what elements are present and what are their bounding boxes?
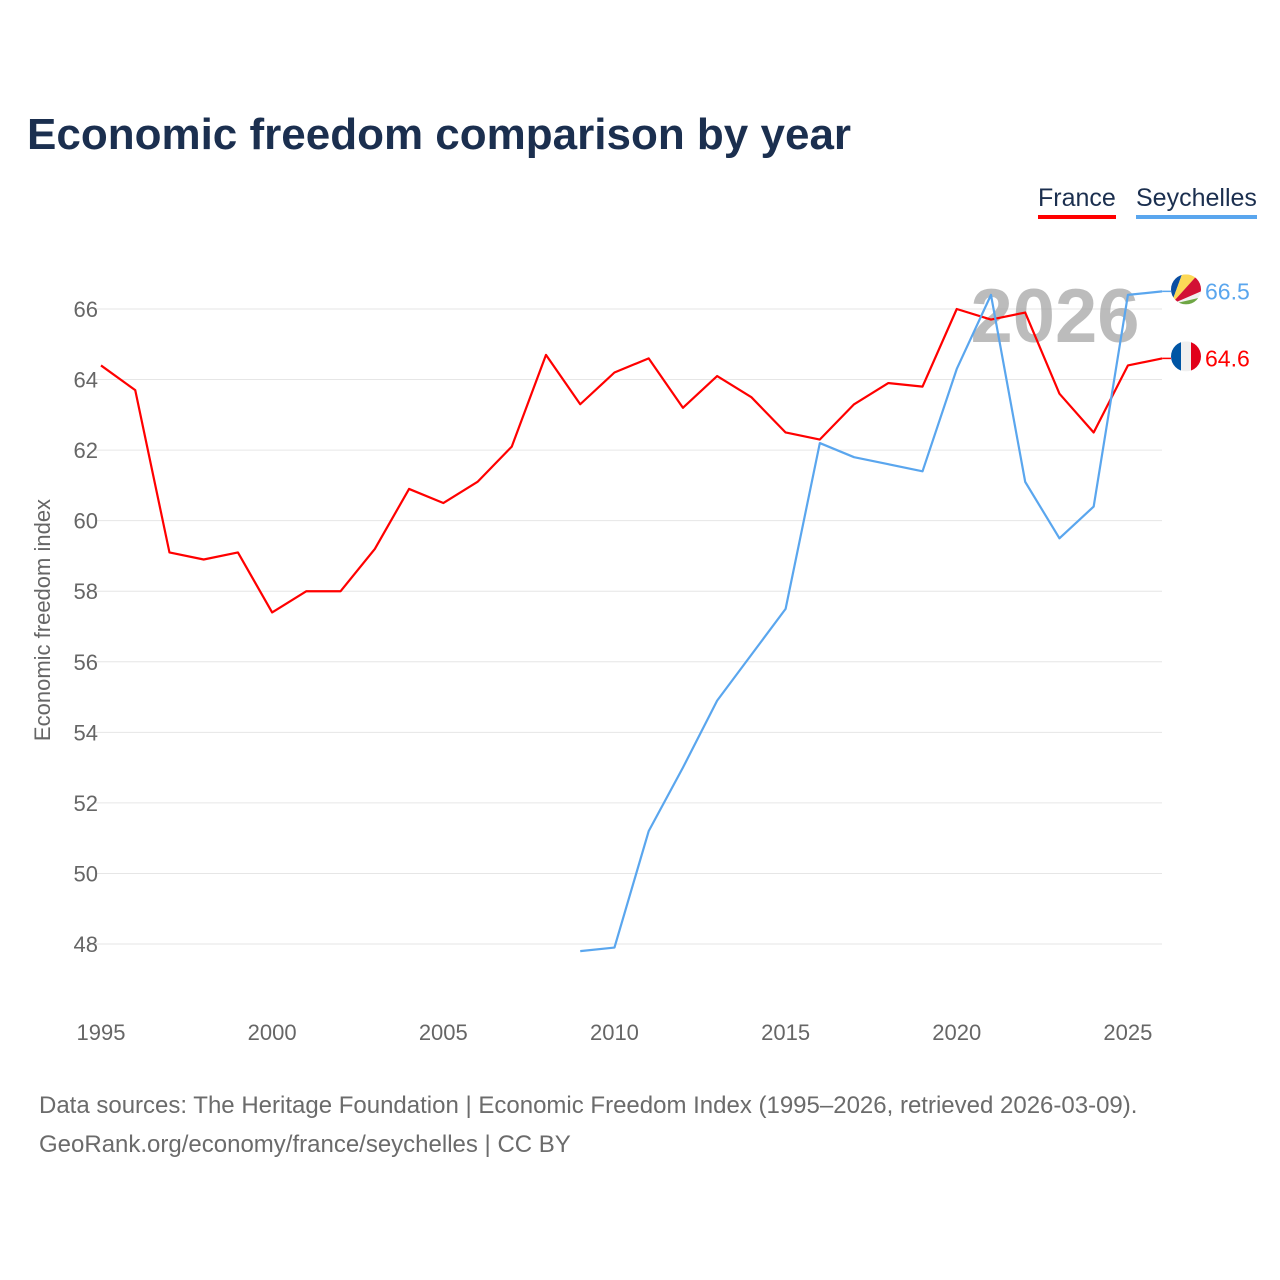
y-tick-label: 50: [74, 861, 98, 886]
y-tick-label: 56: [74, 650, 98, 675]
y-axis-label: Economic freedom index: [30, 499, 55, 741]
flag-stripe: [1181, 341, 1191, 372]
source-line-2: GeoRank.org/economy/france/seychelles | …: [39, 1131, 571, 1158]
x-tick-label: 2025: [1103, 1020, 1152, 1045]
chart-title: Economic freedom comparison by year: [27, 110, 852, 159]
source-line-1: Data sources: The Heritage Foundation | …: [39, 1092, 1138, 1119]
x-tick-label: 2010: [590, 1020, 639, 1045]
source-note: Data sources: The Heritage Foundation | …: [39, 1086, 1137, 1164]
legend-item-france[interactable]: France: [1038, 184, 1116, 219]
flag-body: [1171, 274, 1201, 305]
y-tick-label: 54: [74, 720, 98, 745]
flag-stripe: [1171, 274, 1201, 305]
flag-france-icon: [1171, 341, 1201, 372]
y-tick-label: 60: [74, 509, 98, 534]
y-tick-label: 66: [74, 297, 98, 322]
series-line-seychelles: [580, 290, 1163, 953]
flag-body: [1171, 341, 1201, 372]
flag-seychelles-icon: [1171, 274, 1201, 305]
end-value-label-france: 64.6: [1205, 345, 1250, 371]
x-tick-label: 2005: [419, 1020, 468, 1045]
x-tick-label: 2020: [932, 1020, 981, 1045]
y-tick-label: 48: [74, 932, 98, 957]
legend-item-seychelles[interactable]: Seychelles: [1136, 184, 1257, 219]
y-tick-label: 64: [74, 368, 98, 393]
flag-stripe: [1171, 341, 1181, 372]
x-tick-label: 2015: [761, 1020, 810, 1045]
y-tick-label: 58: [74, 579, 98, 604]
x-tick-label: 2000: [248, 1020, 297, 1045]
series-line-france: [100, 307, 1163, 614]
flag-stripe: [1191, 341, 1201, 372]
year-watermark: 2026: [970, 274, 1139, 359]
y-tick-label: 62: [74, 438, 98, 463]
end-value-label-seychelles: 66.5: [1205, 278, 1250, 304]
y-tick-label: 52: [74, 791, 98, 816]
x-tick-label: 1995: [77, 1020, 126, 1045]
